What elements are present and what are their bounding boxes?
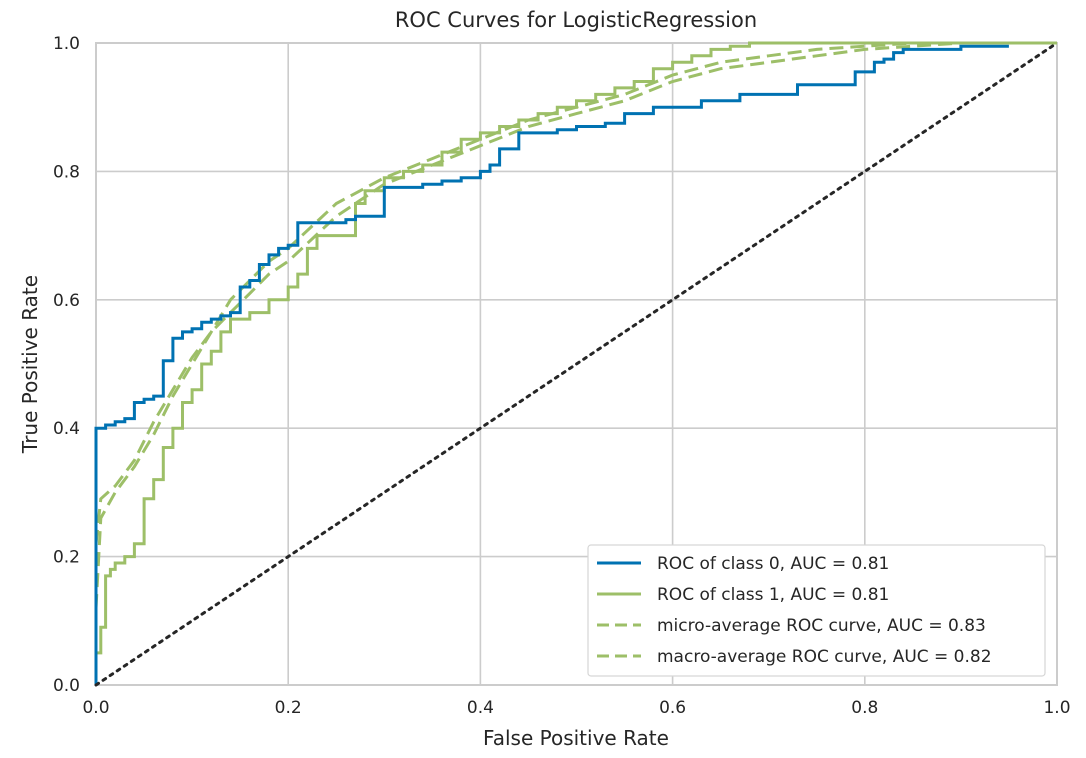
legend-label: macro-average ROC curve, AUC = 0.82 [657, 647, 992, 667]
x-tick-labels: 0.0 0.2 0.4 0.6 0.8 1.0 [82, 698, 1070, 718]
legend: ROC of class 0, AUC = 0.81 ROC of class 1… [587, 544, 1046, 677]
x-axis-label: False Positive Rate [483, 726, 669, 750]
y-tick-labels: 0.0 0.2 0.4 0.6 0.8 1.0 [53, 34, 80, 696]
x-tick-label: 1.0 [1043, 698, 1070, 718]
y-axis-label: True Positive Rate [18, 275, 42, 454]
x-tick-label: 0.2 [275, 698, 302, 718]
y-tick-label: 0.2 [53, 548, 80, 568]
x-tick-label: 0.0 [82, 698, 109, 718]
legend-label: micro-average ROC curve, AUC = 0.83 [657, 616, 986, 636]
legend-label: ROC of class 0, AUC = 0.81 [657, 554, 889, 574]
legend-box [587, 544, 1046, 677]
roc-series-line-2 [94, 41, 1057, 609]
x-tick-label: 0.8 [851, 698, 878, 718]
y-tick-label: 1.0 [53, 34, 80, 54]
x-tick-label: 0.4 [467, 698, 494, 718]
roc-series-line-0 [94, 44, 1009, 685]
y-tick-label: 0.6 [53, 291, 80, 311]
plot-frame [95, 42, 1058, 686]
legend-label: ROC of class 1, AUC = 0.81 [657, 585, 889, 605]
series-layer [94, 41, 1059, 687]
roc-series-line-1 [94, 41, 1057, 685]
y-tick-label: 0.4 [53, 419, 80, 439]
x-tick-label: 0.6 [659, 698, 686, 718]
chart-title: ROC Curves for LogisticRegression [395, 8, 757, 32]
y-tick-label: 0.8 [53, 162, 80, 182]
chance-diagonal-line [94, 41, 1059, 687]
y-tick-label: 0.0 [53, 676, 80, 696]
